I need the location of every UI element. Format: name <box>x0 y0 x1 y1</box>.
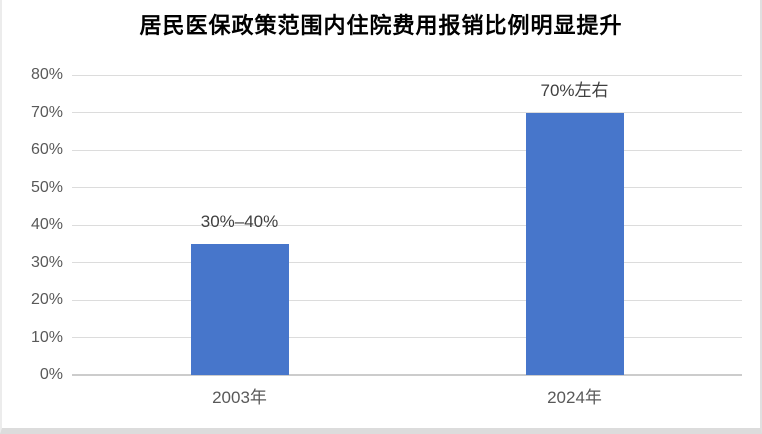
y-axis-tick-label: 0% <box>39 366 63 383</box>
chart-title: 居民医保政策范围内住院费用报销比例明显提升 <box>139 13 623 38</box>
gridline <box>72 149 742 151</box>
y-axis-tick-label: 40% <box>30 216 63 233</box>
bar-data-label: 70%左右 <box>540 80 609 100</box>
gridline <box>72 337 742 338</box>
x-axis-category-label: 2003年 <box>212 388 267 407</box>
y-axis-tick-label: 20% <box>30 291 63 308</box>
gridline <box>72 262 742 263</box>
y-axis-tick-label: 60% <box>30 141 63 158</box>
x-axis-category-label: 2024年 <box>547 388 602 407</box>
y-axis-tick-label: 10% <box>30 328 63 346</box>
gridline <box>72 299 742 301</box>
y-axis-tick-label: 50% <box>30 178 63 196</box>
bar-data-label: 30%–40% <box>200 211 279 231</box>
gridline <box>72 112 742 113</box>
y-axis-tick-label: 80% <box>30 66 63 83</box>
x-axis-line <box>72 374 742 376</box>
gridline <box>72 187 742 188</box>
bar <box>190 243 289 375</box>
gridline <box>72 74 742 76</box>
y-axis-tick-label: 30% <box>30 253 63 271</box>
y-axis-tick-label: 70% <box>30 103 63 121</box>
bar <box>525 112 624 375</box>
gridline <box>72 224 742 226</box>
